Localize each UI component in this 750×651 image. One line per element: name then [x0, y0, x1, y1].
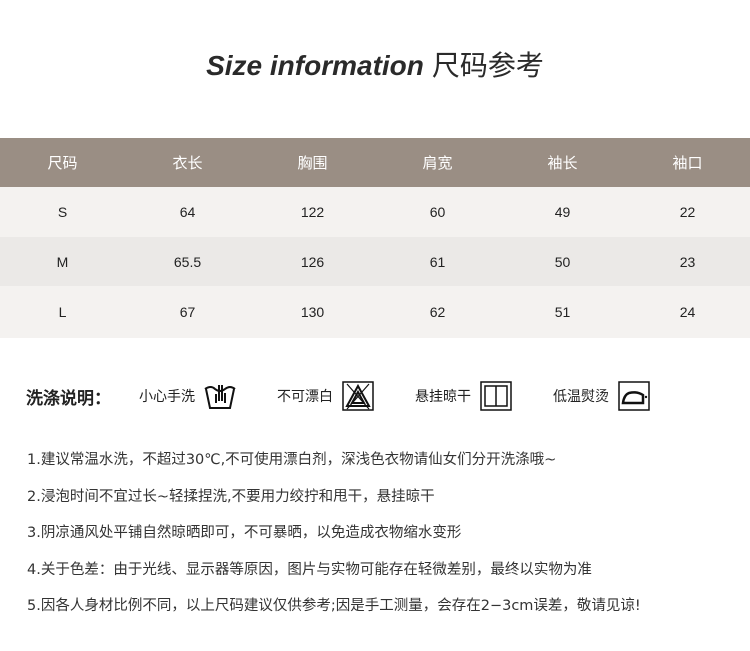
care-label: 不可漂白 — [277, 389, 333, 405]
table-row: L 67 130 62 51 24 — [0, 286, 750, 338]
no-bleach-icon — [342, 381, 374, 411]
size-table: 尺码 衣长 胸围 肩宽 袖长 袖口 S 64 122 60 49 22 M 65… — [0, 138, 750, 338]
title-english: Size information — [206, 50, 424, 81]
care-instructions: 洗涤说明： 小心手洗 不可漂白 悬挂晾干 — [26, 378, 736, 414]
table-cell: 23 — [625, 237, 750, 286]
table-row: S 64 122 60 49 22 — [0, 187, 750, 237]
care-title: 洗涤说明： — [26, 388, 111, 409]
table-cell: 65.5 — [125, 237, 250, 286]
care-label: 悬挂晾干 — [415, 389, 471, 405]
page-title: Size information 尺码参考 — [0, 44, 750, 84]
table-cell: 130 — [250, 286, 375, 338]
table-cell: 67 — [125, 286, 250, 338]
table-cell: 62 — [375, 286, 500, 338]
header-cell: 肩宽 — [375, 138, 500, 187]
table-cell: 126 — [250, 237, 375, 286]
low-iron-icon — [618, 381, 650, 411]
care-item-hand-wash: 小心手洗 — [139, 381, 237, 411]
table-cell: 22 — [625, 187, 750, 237]
note-item: 3.阴凉通风处平铺自然晾晒即可，不可暴晒，以免造成衣物缩水变形 — [27, 525, 462, 541]
table-cell: 122 — [250, 187, 375, 237]
line-dry-icon — [480, 381, 512, 411]
care-item-no-bleach: 不可漂白 — [277, 381, 375, 411]
title-chinese: 尺码参考 — [431, 49, 544, 82]
header-cell: 袖长 — [500, 138, 625, 187]
care-item-low-iron: 低温熨烫 — [553, 381, 651, 411]
care-label: 低温熨烫 — [553, 389, 609, 405]
header-cell: 袖口 — [625, 138, 750, 187]
hand-wash-icon — [204, 385, 236, 409]
table-cell: 24 — [625, 286, 750, 338]
care-item-line-dry: 悬挂晾干 — [415, 381, 513, 411]
care-notes: 1.建议常温水洗，不超过30℃,不可使用漂白剂，深浅色衣物请仙女们分开洗涤哦~ … — [27, 448, 747, 631]
table-cell: 50 — [500, 237, 625, 286]
table-cell: M — [0, 237, 125, 286]
table-cell: 51 — [500, 286, 625, 338]
table-cell: S — [0, 187, 125, 237]
header-cell: 胸围 — [250, 138, 375, 187]
note-item: 4.关于色差：由于光线、显示器等原因，图片与实物可能存在轻微差别，最终以实物为准 — [27, 561, 592, 578]
note-item: 1.建议常温水洗，不超过30℃,不可使用漂白剂，深浅色衣物请仙女们分开洗涤哦~ — [27, 452, 557, 468]
care-label: 小心手洗 — [139, 389, 195, 405]
note-item: 2.浸泡时间不宜过长~轻揉捏洗,不要用力绞拧和甩干，悬挂晾干 — [27, 488, 435, 505]
table-cell: 60 — [375, 187, 500, 237]
table-cell: 61 — [375, 237, 500, 286]
table-header-row: 尺码 衣长 胸围 肩宽 袖长 袖口 — [0, 138, 750, 187]
table-cell: 49 — [500, 187, 625, 237]
header-cell: 衣长 — [125, 138, 250, 187]
table-cell: 64 — [125, 187, 250, 237]
table-row: M 65.5 126 61 50 23 — [0, 237, 750, 286]
note-item: 5.因各人身材比例不同，以上尺码建议仅供参考;因是手工测量，会存在2−3cm误差… — [27, 598, 641, 614]
table-cell: L — [0, 286, 125, 338]
header-cell: 尺码 — [0, 138, 125, 187]
